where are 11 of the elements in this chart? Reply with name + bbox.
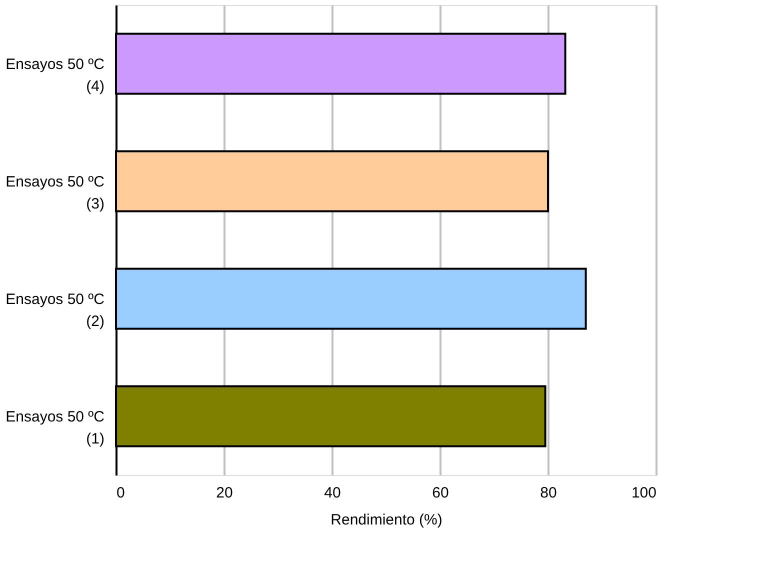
- y-tick-label: Ensayos 50 ºC (4): [6, 56, 105, 95]
- x-tick-label: 80: [540, 484, 557, 502]
- y-tick-label: Ensayos 50 ºC (3): [6, 173, 105, 212]
- y-tick-label: Ensayos 50 ºC (1): [6, 408, 105, 448]
- x-tick-label: 100: [631, 484, 656, 502]
- y-tick-label: Ensayos 50 ºC (2): [6, 290, 105, 330]
- x-tick-label: 20: [216, 484, 233, 502]
- x-tick-label: 0: [116, 484, 125, 502]
- x-tick-label: 40: [324, 484, 341, 502]
- x-axis-title: Rendimiento (%): [330, 512, 442, 528]
- x-tick-label: 60: [432, 484, 449, 502]
